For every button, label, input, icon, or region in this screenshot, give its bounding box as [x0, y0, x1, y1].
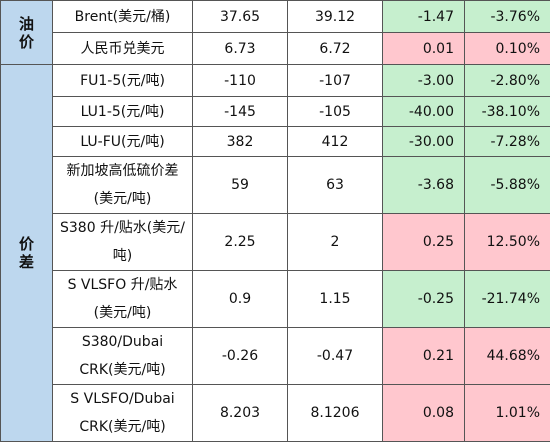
row-label: Brent(美元/桶): [53, 1, 193, 33]
value-previous: 8.1206: [288, 385, 383, 442]
change-value: -3.00: [383, 65, 465, 97]
value-current: 382: [193, 127, 288, 157]
value-current: 2.25: [193, 214, 288, 271]
change-value: -40.00: [383, 97, 465, 127]
value-previous: 412: [288, 127, 383, 157]
value-previous: 6.72: [288, 33, 383, 65]
table-row: 新加坡高低硫价差(美元/吨) 59 63 -3.68 -5.88%: [1, 157, 550, 214]
value-previous: 63: [288, 157, 383, 214]
value-previous: -107: [288, 65, 383, 97]
change-value: 0.01: [383, 33, 465, 65]
table-row: S380 升/贴水(美元/吨) 2.25 2 0.25 12.50%: [1, 214, 550, 271]
change-value: -0.25: [383, 271, 465, 328]
value-previous: 2: [288, 214, 383, 271]
change-percent: -2.80%: [465, 65, 550, 97]
change-percent: 1.01%: [465, 385, 550, 442]
table-row: 油价 Brent(美元/桶) 37.65 39.12 -1.47 -3.76%: [1, 1, 550, 33]
table-row: 价差 FU1-5(元/吨) -110 -107 -3.00 -2.80%: [1, 65, 550, 97]
value-previous: 39.12: [288, 1, 383, 33]
change-percent: -7.28%: [465, 127, 550, 157]
row-label: S380 升/贴水(美元/吨): [53, 214, 193, 271]
change-value: 0.21: [383, 328, 465, 385]
category-spread: 价差: [1, 65, 53, 442]
change-value: -1.47: [383, 1, 465, 33]
value-previous: 1.15: [288, 271, 383, 328]
row-label: FU1-5(元/吨): [53, 65, 193, 97]
row-label: 新加坡高低硫价差(美元/吨): [53, 157, 193, 214]
value-current: 8.203: [193, 385, 288, 442]
change-percent: -3.76%: [465, 1, 550, 33]
change-percent: 44.68%: [465, 328, 550, 385]
value-current: 0.9: [193, 271, 288, 328]
value-current: 6.73: [193, 33, 288, 65]
change-value: 0.08: [383, 385, 465, 442]
change-value: 0.25: [383, 214, 465, 271]
category-oil-price: 油价: [1, 1, 53, 65]
change-value: -3.68: [383, 157, 465, 214]
change-percent: 12.50%: [465, 214, 550, 271]
table-row: S VLSFO 升/贴水(美元/吨) 0.9 1.15 -0.25 -21.74…: [1, 271, 550, 328]
value-current: 59: [193, 157, 288, 214]
change-percent: -5.88%: [465, 157, 550, 214]
change-percent: 0.10%: [465, 33, 550, 65]
value-previous: -0.47: [288, 328, 383, 385]
value-current: -145: [193, 97, 288, 127]
change-percent: -21.74%: [465, 271, 550, 328]
value-current: -110: [193, 65, 288, 97]
value-previous: -105: [288, 97, 383, 127]
row-label: LU-FU(元/吨): [53, 127, 193, 157]
row-label: LU1-5(元/吨): [53, 97, 193, 127]
value-current: -0.26: [193, 328, 288, 385]
table-row: S380/Dubai CRK(美元/吨) -0.26 -0.47 0.21 44…: [1, 328, 550, 385]
row-label: S VLSFO/Dubai CRK(美元/吨): [53, 385, 193, 442]
change-value: -30.00: [383, 127, 465, 157]
row-label: S VLSFO 升/贴水(美元/吨): [53, 271, 193, 328]
row-label: S380/Dubai CRK(美元/吨): [53, 328, 193, 385]
table-row: S VLSFO/Dubai CRK(美元/吨) 8.203 8.1206 0.0…: [1, 385, 550, 442]
change-percent: -38.10%: [465, 97, 550, 127]
row-label: 人民币兑美元: [53, 33, 193, 65]
value-current: 37.65: [193, 1, 288, 33]
table-row: LU-FU(元/吨) 382 412 -30.00 -7.28%: [1, 127, 550, 157]
table-row: LU1-5(元/吨) -145 -105 -40.00 -38.10%: [1, 97, 550, 127]
table-row: 人民币兑美元 6.73 6.72 0.01 0.10%: [1, 33, 550, 65]
